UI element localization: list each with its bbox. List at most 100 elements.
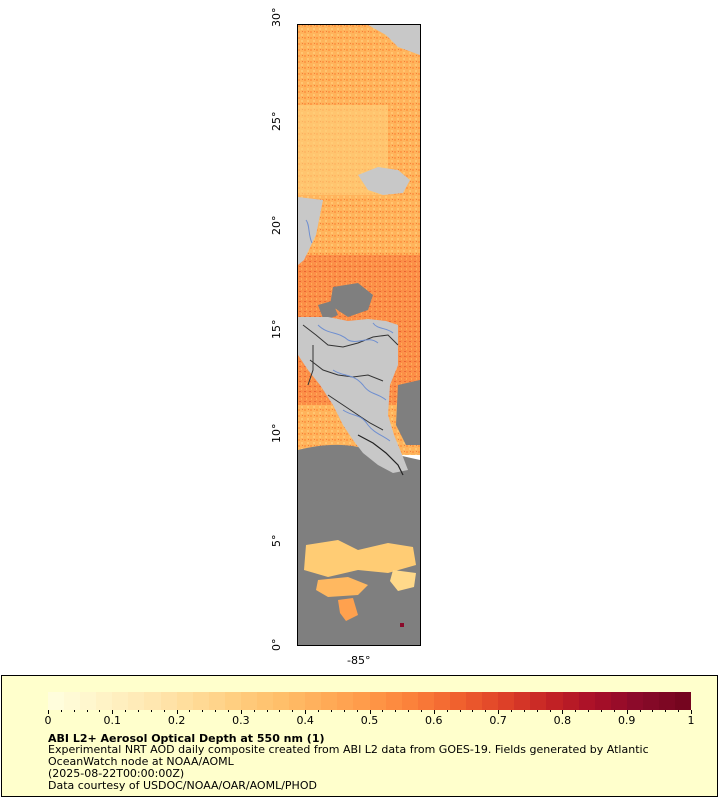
colorbar-minor-tick (60, 710, 62, 712)
lat-label-5: 5° (270, 534, 283, 548)
no-data-land-central-america (298, 317, 408, 473)
colorbar-tick-label: 0.8 (553, 714, 572, 727)
colorbar-minor-tick (523, 710, 525, 712)
colorbar-tick-label: 0.1 (103, 714, 122, 727)
colorbar-minor-tick (613, 710, 615, 712)
colorbar-cell (80, 692, 97, 710)
country-border-4 (357, 434, 404, 476)
aod-patch-1 (304, 540, 416, 577)
colorbar-cell (273, 692, 290, 710)
colorbar-minor-tick (665, 710, 667, 712)
colorbar-cell (562, 692, 579, 710)
colorbar-minor-tick (652, 710, 654, 712)
colorbar-minor-tick (485, 710, 487, 712)
colorbar-cell (96, 692, 113, 710)
colorbar-tick (176, 710, 178, 714)
colorbar-tick-label: 0.2 (167, 714, 186, 727)
river-5 (305, 219, 313, 244)
colorbar-tick (562, 710, 564, 714)
colorbar-tick-label: 0.3 (232, 714, 250, 727)
river-3 (342, 409, 391, 442)
lat-label-10: 10° (270, 423, 283, 444)
colorbar-minor-tick (279, 710, 281, 712)
colorbar-minor-tick (472, 710, 474, 712)
colorbar-minor-tick (382, 710, 384, 712)
colorbar-tick (691, 710, 692, 714)
colorbar-cell (353, 692, 370, 710)
aod-patch-2 (316, 577, 368, 597)
colorbar (48, 692, 692, 710)
colorbar-cell (128, 692, 145, 710)
colorbar-minor-tick (150, 710, 152, 712)
legend-description-2: OceanWatch node at NOAA/AOML (48, 755, 234, 768)
colorbar-cell (208, 692, 225, 710)
no-data-sea-2 (318, 301, 338, 321)
colorbar-tick (626, 710, 628, 714)
colorbar-minor-tick (73, 710, 75, 712)
colorbar-cell (224, 692, 241, 710)
colorbar-minor-tick (215, 710, 217, 712)
colorbar-cell (160, 692, 177, 710)
legend-credit: Data courtesy of USDOC/NOAA/OAR/AOML/PHO… (48, 779, 317, 792)
colorbar-tick (305, 710, 307, 714)
lat-label-30: 30° (270, 7, 283, 28)
lon-label: -85° (347, 654, 371, 667)
colorbar-tick-label: 0.7 (489, 714, 507, 727)
colorbar-cell (482, 692, 499, 710)
colorbar-cell (240, 692, 258, 710)
colorbar-tick (48, 710, 49, 714)
colorbar-cell (337, 692, 354, 710)
lat-label-0: 0° (270, 638, 283, 652)
colorbar-cell (144, 692, 161, 710)
colorbar-tick (433, 710, 435, 714)
river-2 (332, 369, 387, 401)
colorbar-cell (417, 692, 434, 710)
colorbar-minor-tick (536, 710, 538, 712)
colorbar-minor-tick (138, 710, 140, 712)
colorbar-cell (594, 692, 611, 710)
lat-label-25: 25° (270, 111, 283, 132)
river-4 (372, 322, 394, 334)
colorbar-minor-tick (678, 710, 680, 712)
colorbar-tick (240, 710, 242, 714)
no-data-land-yucatan (358, 167, 410, 195)
colorbar-cell (192, 692, 209, 710)
colorbar-tick-label: 0.5 (360, 714, 379, 727)
country-border-3 (327, 394, 384, 431)
colorbar-cell (433, 692, 450, 710)
no-data-sea-1 (330, 283, 373, 317)
colorbar-cell (257, 692, 274, 710)
colorbar-tick (369, 710, 371, 714)
colorbar-minor-tick (356, 710, 358, 712)
country-border-5 (307, 345, 314, 386)
colorbar-cell (401, 692, 418, 710)
lat-label-20: 20° (270, 215, 283, 236)
colorbar-cell (64, 692, 81, 710)
legend-title: ABI L2+ Aerosol Optical Depth at 550 nm … (48, 732, 325, 745)
colorbar-cell (385, 692, 402, 710)
no-data-land-sliver (298, 197, 323, 265)
colorbar-cell (321, 692, 338, 710)
colorbar-minor-tick (228, 710, 230, 712)
legend-timestamp: (2025-08-22T00:00:00Z) (48, 767, 185, 780)
colorbar-minor-tick (163, 710, 165, 712)
no-data-land-north (368, 25, 420, 55)
colorbar-minor-tick (459, 710, 461, 712)
colorbar-cell (675, 692, 692, 710)
country-border-2 (309, 359, 384, 382)
legend-description-1: Experimental NRT AOD daily composite cre… (48, 743, 649, 756)
colorbar-tick-label: 0.9 (617, 714, 636, 727)
colorbar-cell (289, 692, 306, 710)
colorbar-minor-tick (446, 710, 448, 712)
aod-map[interactable] (297, 24, 421, 646)
colorbar-minor-tick (600, 710, 602, 712)
colorbar-minor-tick (408, 710, 410, 712)
colorbar-minor-tick (395, 710, 397, 712)
aod-patch-3 (338, 598, 358, 621)
no-data-sea-3 (396, 380, 420, 445)
colorbar-tick (112, 710, 114, 714)
lat-label-15: 15° (270, 319, 283, 340)
colorbar-tick (498, 710, 500, 714)
aod-patch-5 (400, 623, 404, 627)
colorbar-minor-tick (330, 710, 332, 712)
